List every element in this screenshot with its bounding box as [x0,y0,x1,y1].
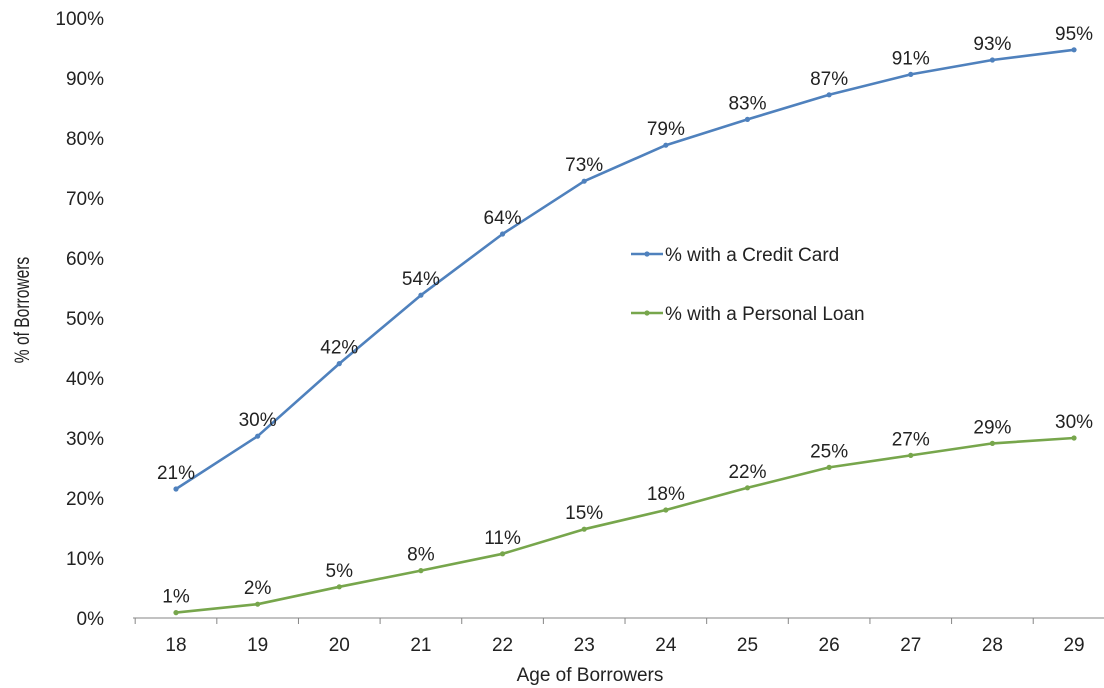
data-label: 79% [647,119,685,140]
y-tick-label: 80% [66,129,104,150]
data-point [255,433,261,439]
x-tick-label: 29 [1063,635,1084,656]
y-tick-label: 40% [66,369,104,390]
x-tick-label: 21 [410,635,431,656]
x-tick-label: 24 [655,635,677,656]
data-label: 27% [892,429,930,450]
x-tick-label: 26 [819,635,840,656]
data-label: 22% [728,462,766,483]
x-axis-ticks: 18 19 20 21 22 23 24 25 26 27 28 29 [134,618,1085,656]
data-point [336,361,342,367]
y-tick-label: 90% [66,69,104,90]
data-point [499,551,506,557]
data-point [1071,435,1077,441]
legend-label: % with a Credit Card [665,245,839,266]
y-axis-ticks: 0% 10% 20% 30% 40% 50% 60% 70% 80% 90% 100% [55,9,104,630]
y-tick-label: 70% [66,189,104,210]
x-tick-label: 28 [982,635,1003,656]
data-label: 30% [239,410,277,431]
data-point [581,178,587,184]
data-label: 87% [810,69,848,90]
data-label: 15% [565,503,603,524]
data-label: 8% [407,545,435,566]
y-axis-title: % of Borrowers [10,257,34,363]
data-point [336,584,342,590]
x-tick-label: 18 [165,635,186,656]
data-label: 54% [402,269,440,290]
x-tick-label: 23 [574,635,595,656]
y-tick-label: 100% [55,9,104,30]
data-point [255,601,261,607]
data-point [989,57,996,63]
y-tick-label: 50% [66,309,104,330]
data-point [908,71,914,77]
data-label: 42% [320,338,358,359]
data-labels: 21% 30% 42% 54% 64% 73% 79% 83% 87% 91% 93% 95% 1% 2%… [157,24,1093,608]
y-tick-label: 30% [66,429,104,450]
data-label: 25% [810,441,848,462]
x-axis-title: Age of Borrowers [517,665,664,686]
data-point [989,440,996,446]
data-point [663,507,669,513]
data-label: 11% [484,528,521,549]
data-point [581,526,587,532]
data-point [499,231,506,237]
data-label: 83% [728,93,766,114]
data-label: 95% [1055,24,1093,45]
data-label: 21% [157,463,195,484]
data-point [908,452,914,458]
series-line-1 [174,48,1076,491]
data-point [1071,47,1077,53]
data-label: 93% [973,34,1011,55]
x-tick-label: 22 [492,635,513,656]
data-label: 73% [565,155,603,176]
data-label: 5% [326,561,354,582]
data-point [173,486,179,492]
data-point [744,116,751,122]
legend: % with a Credit Card % with a Personal Lo… [631,245,865,325]
x-tick-label: 19 [247,635,268,656]
y-tick-label: 60% [66,249,104,270]
data-label: 2% [244,578,272,599]
data-label: 91% [892,48,930,69]
data-label: 1% [162,587,190,608]
data-point [663,142,669,148]
data-point [418,568,424,574]
data-label: 29% [973,417,1011,438]
x-tick-label: 20 [329,635,350,656]
x-tick-label: 25 [737,635,758,656]
data-label: 30% [1055,412,1093,433]
legend-label: % with a Personal Loan [665,304,865,325]
legend-marker [644,251,650,257]
data-point [173,610,179,616]
data-point [418,292,424,298]
data-point [826,92,832,98]
y-tick-label: 20% [66,489,104,510]
legend-marker [644,310,650,316]
series-line-2 [174,436,1076,614]
data-label: 18% [647,484,685,505]
data-point [826,464,832,470]
series-layer [173,47,1077,616]
x-tick-label: 27 [900,635,921,656]
y-tick-label: 10% [66,549,104,570]
data-label: 64% [484,208,522,229]
y-tick-label: 0% [77,609,105,630]
data-point [744,485,751,491]
